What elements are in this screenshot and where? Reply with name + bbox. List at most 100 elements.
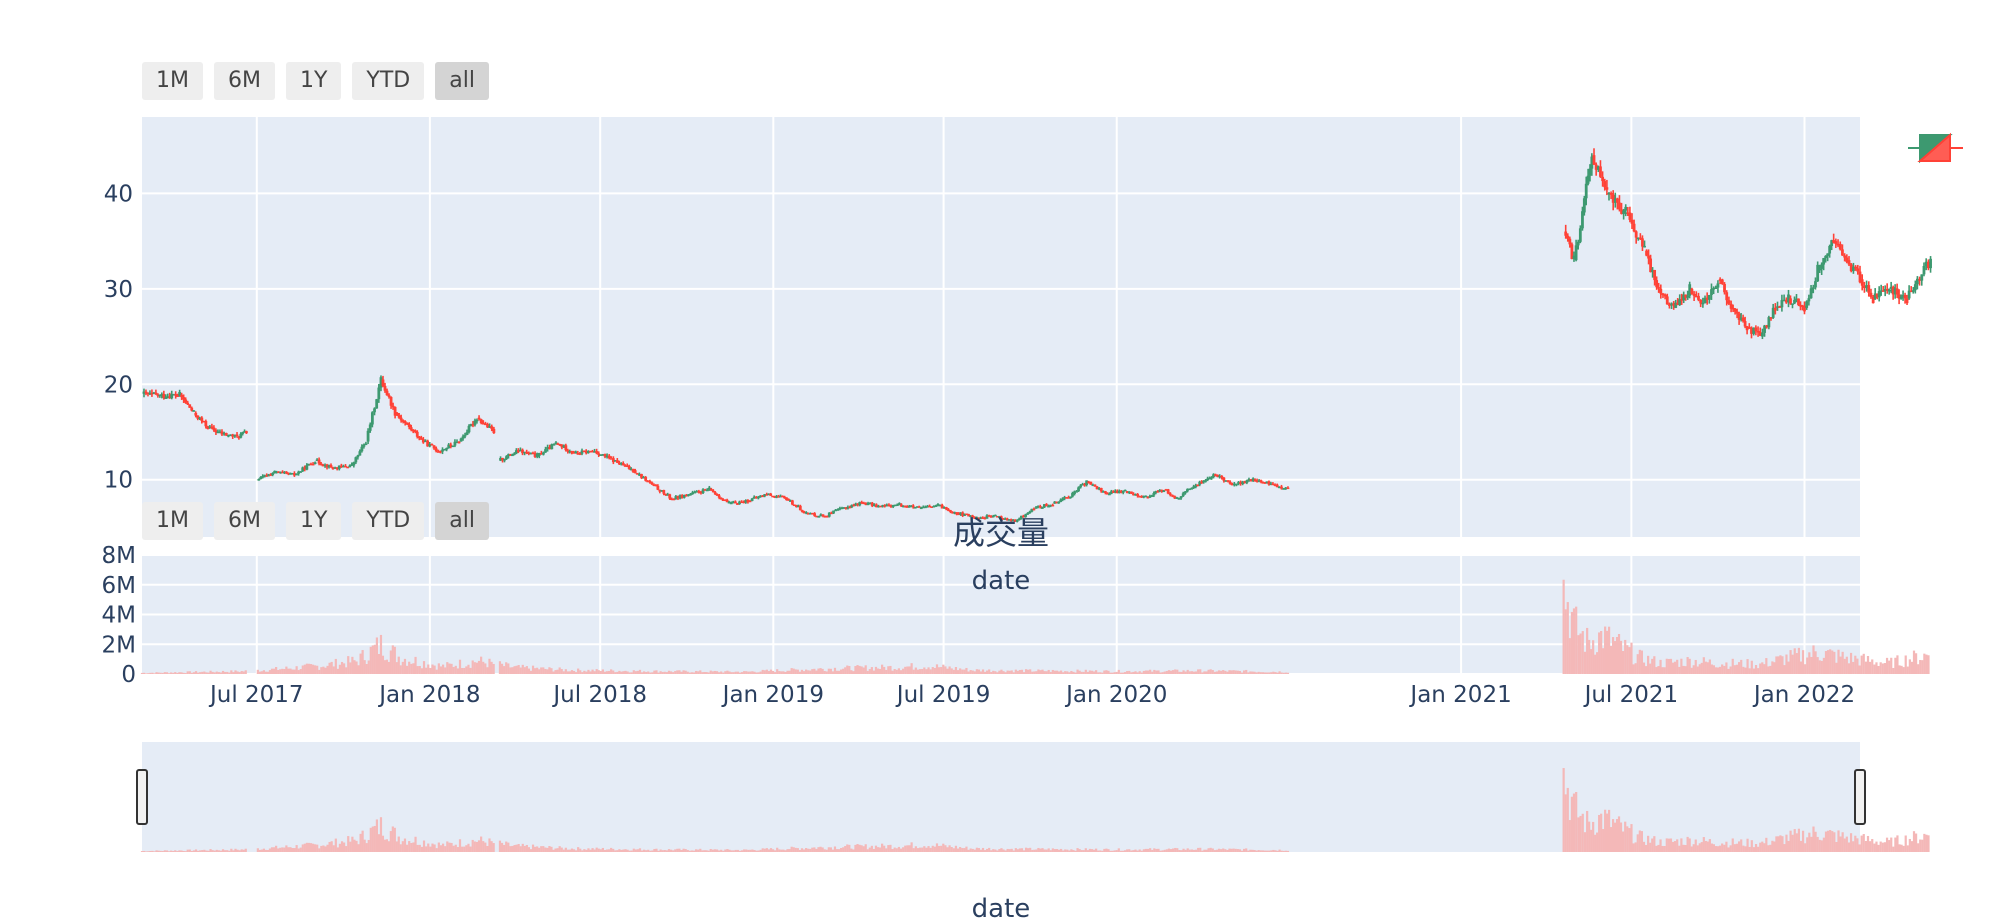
candle-body (619, 463, 623, 465)
slider-volume-bar (1188, 849, 1191, 852)
volume-bar (965, 667, 968, 674)
range-button-1m[interactable]: 1M (142, 502, 203, 540)
volume-bar (583, 670, 586, 674)
slider-volume-bar (878, 847, 882, 852)
slider-volume-bar (418, 844, 421, 852)
volume-bar (1628, 647, 1631, 674)
candlestick-series[interactable] (142, 148, 1932, 523)
volume-bar (860, 666, 863, 674)
volume-bar (684, 670, 687, 674)
slider-volume-bar (533, 846, 537, 852)
volume-bar (1919, 659, 1922, 674)
candle-body (1235, 483, 1238, 486)
range-slider-left-handle[interactable] (136, 769, 148, 825)
slider-volume-bar (1130, 850, 1133, 852)
candle-body (961, 512, 965, 516)
candle-body (1856, 268, 1860, 272)
slider-volume-bar (587, 848, 590, 852)
volume-bar (1220, 670, 1223, 674)
candle-body (1701, 302, 1705, 305)
slider-volume-bar (1630, 824, 1633, 852)
volume-bar (513, 666, 516, 674)
volume-bar (921, 669, 924, 674)
slider-volume-bar (769, 848, 773, 852)
range-button-ytd[interactable]: YTD (352, 62, 425, 100)
volume-bar (587, 669, 590, 674)
volume-bar (1871, 659, 1874, 674)
volume-bar (1676, 659, 1679, 674)
candle-body (1920, 274, 1924, 281)
volume-bar (361, 650, 364, 674)
range-button-1y[interactable]: 1Y (285, 62, 342, 100)
candle-body (1676, 302, 1680, 306)
slider-volume-bar (678, 848, 681, 852)
slider-volume-bar (1763, 843, 1766, 852)
range-button-all[interactable]: all (435, 502, 489, 540)
candle-body (521, 449, 524, 454)
candle-body (186, 402, 190, 405)
volume-bar (1107, 670, 1110, 674)
slider-volume-bar (566, 849, 569, 852)
slider-volume-bar (448, 842, 451, 852)
candle-body (1224, 480, 1228, 482)
candle-body (813, 513, 817, 516)
range-button-6m[interactable]: 6M (213, 502, 275, 540)
range-button-1m[interactable]: 1M (142, 62, 203, 100)
candle-body (787, 498, 790, 501)
volume-bar (657, 672, 660, 674)
volume-bar (558, 667, 561, 674)
candle-body (1795, 298, 1798, 301)
range-button-ytd[interactable]: YTD (352, 502, 425, 540)
candle-body (1605, 187, 1609, 190)
volume-bar (1606, 630, 1609, 674)
slider-volume-bar (1771, 840, 1774, 852)
slider-volume-bar (1027, 848, 1030, 852)
volume-bar (577, 668, 580, 674)
volume-bar (1072, 671, 1075, 674)
candle-body (1127, 491, 1131, 494)
candle-body (582, 450, 586, 453)
candle-body (733, 501, 737, 504)
volume-bar (1249, 671, 1252, 674)
slider-volume-bar (790, 846, 793, 852)
volume-bar (1684, 666, 1687, 674)
price-plot-area[interactable] (142, 117, 1860, 537)
candle-body (368, 424, 372, 431)
candle-body (684, 494, 688, 497)
slider-volume-bar (1799, 840, 1803, 852)
candle-body (1286, 487, 1290, 490)
candle-body (1915, 278, 1919, 285)
candle-body (484, 423, 487, 426)
slider-volume-bar (1562, 768, 1565, 852)
volume-bar (846, 665, 849, 674)
range-slider-right-handle[interactable] (1854, 769, 1866, 825)
volume-bar (1663, 667, 1666, 674)
volume-bar (591, 669, 594, 674)
slider-volume-bar (1265, 850, 1269, 852)
range-button-all[interactable]: all (435, 62, 489, 100)
slider-volume-bar (597, 848, 600, 852)
slider-volume-bar (711, 849, 714, 852)
candle-body (289, 473, 292, 475)
candle-body (190, 407, 194, 411)
price-y-tick-label: 40 (104, 181, 133, 207)
volume-bar (1004, 672, 1007, 674)
slider-volume-bar (1190, 849, 1194, 852)
volume-bar (636, 670, 640, 674)
volume-bar-series[interactable] (140, 579, 1930, 674)
volume-bar (1801, 650, 1805, 674)
range-button-6m[interactable]: 6M (213, 62, 275, 100)
range-button-1y[interactable]: 1Y (285, 502, 342, 540)
volume-bar (379, 634, 383, 674)
candle-body (527, 452, 531, 454)
candle-body (781, 495, 784, 498)
volume-bar (471, 660, 474, 674)
candlestick-legend-icon[interactable] (1908, 132, 1963, 164)
candle-body (664, 493, 668, 496)
candle-body (295, 473, 298, 476)
volume-bar (755, 672, 758, 674)
slider-volume-bar (176, 851, 179, 852)
volume-bar (188, 671, 191, 674)
candle-body (672, 498, 676, 501)
candle-body (1622, 210, 1626, 214)
